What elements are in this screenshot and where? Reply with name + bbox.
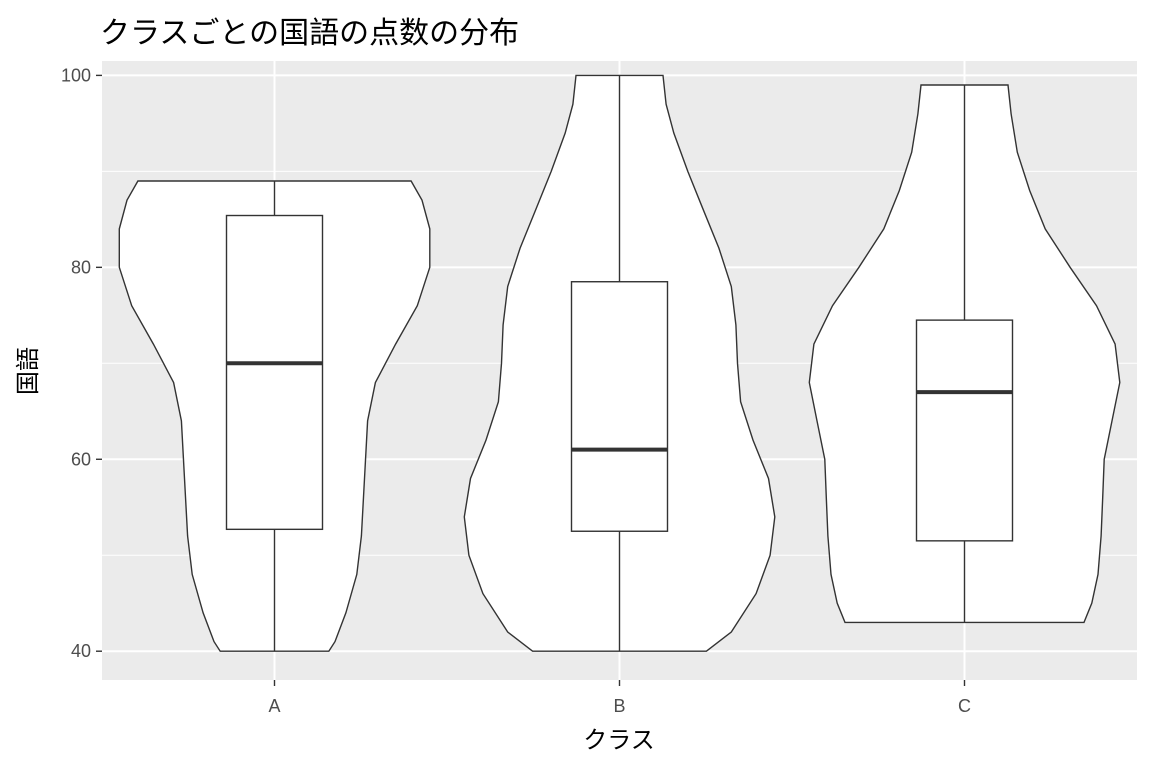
y-axis-title: 国語 bbox=[14, 347, 42, 395]
y-tick-label: 40 bbox=[71, 641, 91, 661]
y-tick-label: 100 bbox=[61, 65, 91, 85]
x-tick-label: B bbox=[613, 696, 625, 716]
box-C bbox=[917, 320, 1013, 541]
box-A bbox=[227, 216, 323, 530]
y-tick-label: 80 bbox=[71, 257, 91, 277]
x-tick-label: C bbox=[958, 696, 971, 716]
x-tick-label: A bbox=[268, 696, 280, 716]
x-axis: A B C bbox=[268, 680, 971, 716]
x-axis-title: クラス bbox=[583, 726, 655, 754]
y-tick-label: 60 bbox=[71, 449, 91, 469]
box-B bbox=[572, 282, 668, 532]
y-axis: 40 60 80 100 bbox=[61, 65, 102, 661]
